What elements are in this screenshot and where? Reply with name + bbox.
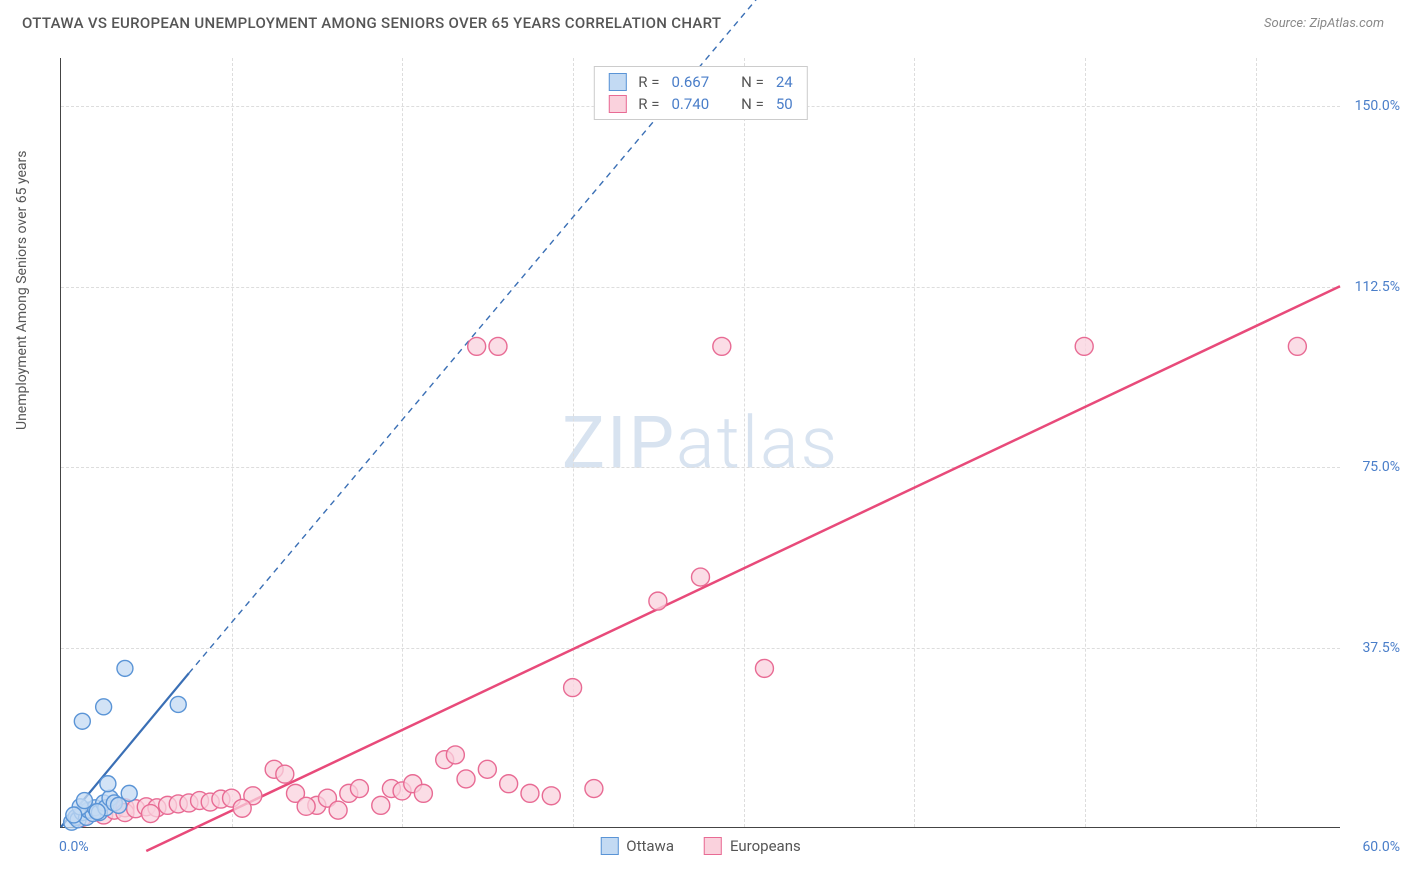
x-tick-end: 60.0% [1362, 839, 1400, 855]
legend-n-value: 24 [776, 73, 793, 91]
legend-swatch [704, 837, 722, 855]
plot-area: ZIPatlas 37.5%75.0%112.5%150.0% R = 0.66… [60, 58, 1340, 828]
y-tick-label: 150.0% [1345, 98, 1400, 114]
legend-swatch [608, 73, 626, 91]
chart-title: OTTAWA VS EUROPEAN UNEMPLOYMENT AMONG SE… [22, 14, 721, 32]
legend-swatch [608, 95, 626, 113]
legend-r-label: R = [638, 73, 659, 91]
y-tick-label: 112.5% [1345, 279, 1400, 295]
legend-series: Ottawa Europeans [600, 837, 800, 855]
y-tick-label: 37.5% [1345, 640, 1400, 656]
legend-swatch [600, 837, 618, 855]
y-axis-label: Unemployment Among Seniors over 65 years [14, 151, 30, 431]
legend-series-label: Europeans [730, 837, 801, 855]
legend-series-item: Europeans [704, 837, 801, 855]
legend-r-value: 0.740 [671, 95, 709, 113]
legend-n-value: 50 [776, 95, 793, 113]
legend-r-label: R = [638, 95, 659, 113]
source-attribution: Source: ZipAtlas.com [1264, 16, 1384, 31]
legend-n-label: N = [741, 73, 764, 91]
legend-n-label: N = [741, 95, 764, 113]
legend-correlation-row: R = 0.667 N = 24 [608, 71, 792, 93]
legend-correlation: R = 0.667 N = 24 R = 0.740 N = 50 [593, 66, 807, 120]
chart-container: ZIPatlas 37.5%75.0%112.5%150.0% R = 0.66… [60, 48, 1390, 868]
legend-series-item: Ottawa [600, 837, 674, 855]
plot-svg [61, 58, 1340, 827]
legend-r-value: 0.667 [671, 73, 709, 91]
y-tick-label: 75.0% [1345, 459, 1400, 475]
legend-correlation-row: R = 0.740 N = 50 [608, 93, 792, 115]
x-tick-0: 0.0% [59, 839, 89, 855]
legend-series-label: Ottawa [626, 837, 674, 855]
